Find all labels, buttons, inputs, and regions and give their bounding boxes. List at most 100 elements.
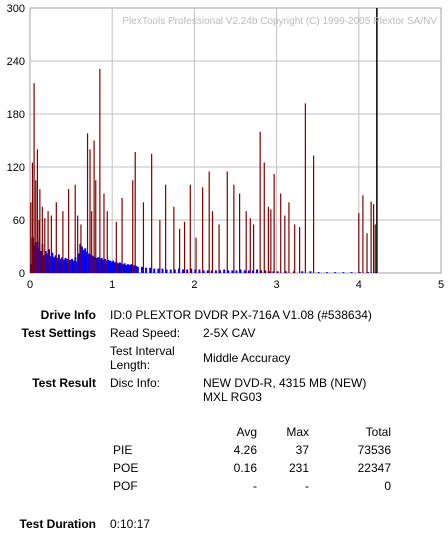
pie-bar: [69, 259, 72, 273]
pie-bar: [247, 270, 250, 273]
pie-bar: [49, 256, 52, 273]
pie-bar: [66, 258, 69, 273]
pie-bar: [82, 250, 85, 273]
stats-name: POE: [113, 461, 139, 475]
pie-bar: [133, 265, 136, 273]
pie-bar: [169, 269, 172, 273]
stats-header-avg: Avg: [236, 425, 257, 439]
test-result-label: Test Result: [32, 376, 96, 390]
pie-bar: [214, 270, 217, 273]
pie-bar: [118, 262, 121, 273]
disc-info-label: Disc Info:: [110, 376, 161, 390]
y-tick-label: 240: [7, 56, 25, 68]
pie-bar: [57, 254, 60, 273]
pie-bar: [325, 272, 328, 273]
pie-bar: [157, 268, 160, 273]
pie-bar: [284, 271, 287, 273]
pie-bar: [145, 267, 148, 273]
pie-bar: [43, 255, 46, 273]
pie-bar: [206, 270, 209, 273]
stats-total: 22347: [357, 461, 391, 475]
test-duration-value: 0:10:17: [110, 517, 151, 531]
error-chart: 0 60 120 180 240 300 0 1 2 3 4 5 PlexTools Profess…: [7, 3, 444, 291]
drive-info-value: ID:0 PLEXTOR DVDR PX-716A V1.08 (#538634…: [110, 308, 372, 322]
x-axis-ticks: 0 1 2 3 4 5: [27, 279, 444, 291]
y-tick-label: 60: [13, 215, 25, 227]
pie-bar: [85, 251, 88, 273]
pie-bar: [358, 272, 361, 273]
y-axis-ticks: 0 60 120 180 240 300: [7, 3, 25, 280]
poe-series: [30, 68, 376, 273]
pie-bar: [46, 253, 49, 273]
pie-bar: [102, 259, 105, 273]
pie-bar: [235, 270, 238, 273]
pie-bar: [59, 258, 62, 273]
pie-bar: [108, 260, 111, 273]
pie-bar: [117, 263, 120, 273]
pie-bar: [135, 265, 138, 273]
x-tick-label: 3: [274, 279, 280, 291]
pie-bar: [128, 265, 131, 273]
pie-bar: [107, 259, 110, 273]
stats-header-total: Total: [365, 425, 391, 439]
stats-name: PIE: [113, 443, 133, 457]
pie-bar: [219, 270, 222, 273]
pie-bar: [177, 268, 180, 273]
pie-bar: [276, 271, 279, 273]
pie-bar: [84, 248, 87, 273]
pie-bar: [194, 269, 197, 273]
stats-max: 231: [288, 461, 309, 475]
pie-bar: [39, 250, 42, 273]
stats-avg: 4.26: [233, 443, 257, 457]
interval-value: Middle Accuracy: [203, 351, 291, 365]
drive-info-label: Drive Info: [40, 308, 96, 322]
pie-bar: [112, 260, 115, 273]
pie-bar: [71, 258, 74, 273]
y-tick-label: 300: [7, 3, 25, 15]
stats-avg: -: [253, 479, 257, 493]
pie-bar: [80, 246, 83, 273]
pie-bar: [76, 261, 78, 273]
pie-bar: [190, 268, 193, 273]
pie-bar: [130, 264, 133, 273]
pie-bar: [149, 267, 152, 273]
stats-total: 73536: [357, 443, 391, 457]
disc-info-value-1: NEW DVD-R, 4315 MB (NEW): [203, 376, 367, 390]
stats-header-max: Max: [286, 425, 309, 439]
read-speed-value: 2-5X CAV: [203, 326, 256, 340]
pie-bar: [251, 270, 254, 273]
pie-bar: [198, 269, 201, 273]
pie-bar: [136, 266, 139, 273]
x-tick-label: 2: [191, 279, 197, 291]
pie-bar: [56, 257, 59, 273]
pie-bar: [239, 269, 242, 273]
pie-bar: [227, 270, 230, 273]
pie-bar: [113, 262, 116, 273]
pie-bar: [103, 258, 106, 273]
plot-background: [29, 7, 442, 274]
pie-bar: [94, 257, 97, 273]
pie-bar: [260, 270, 263, 273]
read-speed-label: Read Speed:: [110, 326, 181, 340]
pie-bar: [223, 269, 226, 273]
pie-bar: [126, 264, 129, 273]
pie-bar: [62, 259, 65, 273]
pie-bar: [309, 271, 312, 273]
pie-bar: [97, 257, 100, 273]
pie-bar: [72, 260, 75, 273]
pie-bar: [48, 249, 51, 273]
pie-bar: [54, 255, 57, 273]
pie-bar: [92, 256, 95, 273]
pie-bar: [317, 272, 320, 273]
pie-bar: [100, 257, 103, 273]
y-tick-label: 0: [19, 268, 25, 280]
stats-max: -: [305, 479, 309, 493]
test-duration-label: Test Duration: [19, 517, 96, 531]
pie-bar: [256, 269, 258, 273]
pie-bar: [243, 270, 246, 273]
pie-bar: [122, 264, 125, 273]
pie-bar: [125, 265, 128, 273]
interval-label-1: Test Interval: [110, 344, 175, 358]
test-settings-label: Test Settings: [21, 326, 96, 340]
chart-grid: [30, 8, 441, 273]
